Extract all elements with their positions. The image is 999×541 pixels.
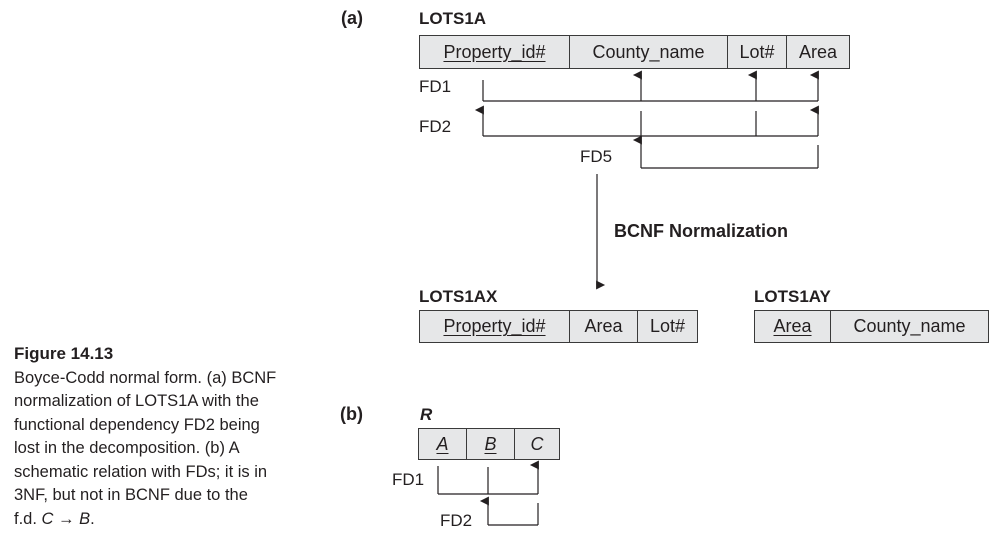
caption-fd-arrow: → — [58, 509, 75, 528]
fd1-a-lines — [482, 70, 819, 102]
relation-r-col-a: A — [419, 429, 467, 459]
fd2-a-lines — [474, 105, 819, 137]
fd2-label-b: FD2 — [440, 511, 473, 530]
relation-r-title: R — [420, 405, 433, 424]
lots1ay-title: LOTS1AY — [754, 287, 831, 306]
fd1-label-b: FD1 — [392, 470, 425, 489]
caption-line-7: f.d. C → B. — [14, 508, 314, 532]
lots1ax-table: Property_id# Area Lot# — [419, 310, 698, 343]
relation-r-col-b: B — [467, 429, 515, 459]
caption-line-2: normalization of LOTS1A with the — [14, 392, 259, 410]
caption-heading: Figure 14.13 — [14, 344, 114, 363]
fd2-label-a: FD2 — [419, 117, 452, 136]
caption-line-4: lost in the decomposition. (b) A — [14, 439, 240, 457]
relation-r-table: A B C — [418, 428, 560, 460]
figure-caption: Figure 14.13 Boyce-Codd normal form. (a)… — [14, 342, 314, 531]
lots1ax-title: LOTS1AX — [419, 287, 498, 306]
fd1-label-a: FD1 — [419, 77, 452, 96]
caption-fd-lhs: C — [41, 509, 54, 528]
caption-line-1: Boyce-Codd normal form. (a) BCNF — [14, 368, 277, 387]
lots1ax-col-property-id: Property_id# — [420, 311, 570, 342]
lots1a-col-property-id: Property_id# — [420, 36, 570, 68]
caption-fd-rhs: B — [79, 509, 91, 528]
caption-fd-end: . — [90, 509, 95, 528]
fd5-lines — [632, 135, 819, 169]
lots1a-col-lot: Lot# — [728, 36, 787, 68]
section-b-label: (b) — [340, 404, 363, 424]
caption-line-5: schematic relation with FDs; it is in — [14, 462, 268, 481]
lots1a-col-county-name: County_name — [570, 36, 728, 68]
fd1-b-lines — [437, 460, 539, 495]
lots1ay-col-county-name: County_name — [853, 316, 966, 336]
lots1ay-col-area: Area — [755, 311, 831, 342]
lots1ay-table: Area County_name — [754, 310, 989, 343]
bcnf-normalization-label: BCNF Normalization — [614, 221, 789, 241]
lots1a-title: LOTS1A — [419, 9, 487, 28]
lots1a-table: Property_id# County_name Lot# Area — [419, 35, 850, 69]
caption-line-3: functional dependency FD2 being — [14, 415, 260, 434]
fd5-label: FD5 — [580, 147, 613, 166]
lots1ax-col-lot: Lot# — [649, 316, 686, 336]
lots1ax-col-area: Area — [570, 311, 638, 342]
section-a-label: (a) — [341, 8, 363, 28]
lots1a-col-area: Area — [798, 41, 838, 62]
relation-r-col-c: C — [530, 433, 544, 454]
caption-fd-prefix: f.d. — [14, 509, 37, 528]
fd2-b-lines — [479, 496, 539, 526]
caption-line-6: 3NF, but not in BCNF due to the — [14, 486, 248, 504]
